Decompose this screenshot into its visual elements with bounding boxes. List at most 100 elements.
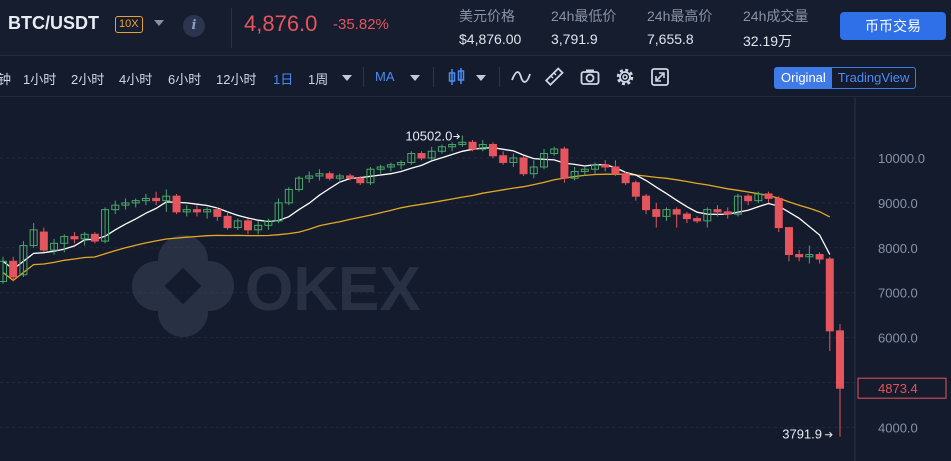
candle-down <box>488 142 497 158</box>
spot-trading-button[interactable]: 币币交易 <box>840 12 946 40</box>
price-axis: 10000.09000.08000.07000.06000.05000.0400… <box>854 98 951 461</box>
candle-down <box>560 146 569 183</box>
candle-down <box>611 160 620 176</box>
candle-down <box>744 193 753 206</box>
timeframe-1w[interactable]: 1周 <box>308 72 329 87</box>
high-price-label: 10502.0 <box>405 128 452 143</box>
candle-body <box>111 204 120 211</box>
price-tick-label: 7000.0 <box>878 286 918 301</box>
chart-type-dropdown-icon[interactable] <box>476 75 486 81</box>
timeframe-2h[interactable]: 2小时 <box>71 72 105 87</box>
candle-up <box>427 146 436 161</box>
timeframe-12h[interactable]: 12小时 <box>216 72 257 87</box>
stat-value: 32.19万 <box>743 33 793 49</box>
stat-value: 3,791.9 <box>551 31 598 47</box>
candle-body <box>815 254 824 260</box>
candle-up <box>131 198 140 208</box>
candle-body <box>60 236 69 244</box>
candle-down <box>152 191 161 206</box>
stat-usd-price: 美元价格 $4,876.00 <box>459 6 521 47</box>
timeframe-1d[interactable]: 1日 <box>273 72 294 87</box>
candle-body <box>539 153 548 168</box>
candle-body <box>233 220 242 229</box>
candle-body <box>723 211 732 215</box>
candle-body <box>335 175 344 179</box>
candle-body <box>437 146 446 152</box>
candle-down <box>682 211 691 224</box>
candle-body <box>805 254 814 258</box>
candle-body <box>621 173 630 184</box>
candle-up <box>162 189 171 212</box>
candle-up <box>254 220 263 235</box>
candle-down <box>213 207 222 221</box>
candle-up <box>274 198 283 224</box>
candle-down <box>652 202 661 228</box>
toolbar-divider <box>499 67 500 87</box>
candle-body <box>488 144 497 157</box>
stat-24h-high: 24h最高价 7,655.8 <box>647 6 712 47</box>
candle-body <box>223 215 232 229</box>
indicator-ma[interactable]: MA <box>375 69 395 84</box>
candle-down <box>346 173 355 181</box>
timeframe-partial[interactable]: 钟 <box>0 72 12 87</box>
timeframe-4h[interactable]: 4小时 <box>119 72 153 87</box>
view-tradingview-button[interactable]: TradingView <box>837 70 910 85</box>
candle-body <box>213 209 222 217</box>
candle-up <box>335 173 344 183</box>
ma-long-line <box>2 173 831 282</box>
candle-body <box>499 155 508 163</box>
line-draw-icon[interactable] <box>510 66 532 88</box>
candle-body <box>703 209 712 222</box>
candle-body <box>376 166 385 170</box>
chart-grid <box>0 157 855 428</box>
camera-icon[interactable] <box>579 66 601 88</box>
price-tick-label: 10000.0 <box>878 151 925 166</box>
timeframe-6h[interactable]: 6小时 <box>168 72 202 87</box>
candle-body <box>652 209 661 217</box>
candle-body <box>662 209 671 217</box>
candle-up <box>295 175 304 192</box>
candle-down <box>9 256 18 282</box>
candle-up <box>284 187 293 206</box>
candle-body <box>9 260 18 278</box>
settings-icon[interactable] <box>614 66 636 88</box>
candle-down <box>90 232 99 244</box>
stat-label: 24h最低价 <box>551 8 617 24</box>
candle-body <box>182 209 191 213</box>
candlestick-icon[interactable] <box>446 66 468 88</box>
candle-up <box>80 232 89 246</box>
trading-pair[interactable]: BTC/USDT <box>8 13 99 33</box>
stat-label: 24h最高价 <box>647 8 713 24</box>
candle-down <box>836 324 844 437</box>
candle-up <box>448 142 457 152</box>
indicator-dropdown-icon[interactable] <box>410 75 420 81</box>
view-original-button[interactable]: Original <box>775 68 832 88</box>
candle-up <box>141 193 150 206</box>
toolbar-divider <box>433 67 434 87</box>
candle-up <box>376 164 385 174</box>
candle-up <box>805 245 814 264</box>
stat-value: $4,876.00 <box>459 31 522 47</box>
low-price-label: 3791.9 <box>782 427 822 442</box>
candle-down <box>417 151 426 161</box>
ruler-icon[interactable] <box>543 66 565 88</box>
timeframe-1h[interactable]: 1小时 <box>23 72 57 87</box>
timeframe-dropdown-icon[interactable] <box>342 75 352 81</box>
stat-label: 美元价格 <box>459 8 515 24</box>
candle-body <box>601 164 610 168</box>
candle-body <box>580 168 589 172</box>
pair-dropdown-icon[interactable] <box>154 20 164 26</box>
candle-body <box>744 195 753 202</box>
candle-body <box>243 220 252 231</box>
candle-up <box>111 200 120 215</box>
candle-body <box>295 177 304 190</box>
candle-down <box>815 252 824 264</box>
info-icon[interactable]: i <box>183 15 205 37</box>
fullscreen-icon[interactable] <box>649 66 671 88</box>
stat-label: 24h成交量 <box>743 8 809 24</box>
stat-24h-volume: 24h成交量 32.19万 <box>743 6 808 51</box>
chart-view-toggle: Original TradingView <box>774 67 917 89</box>
candle-up <box>539 149 548 170</box>
candle-down <box>70 232 79 244</box>
candlestick-chart[interactable]: OKEX 10000.09000.08000.07000.06000.05000… <box>0 98 951 461</box>
